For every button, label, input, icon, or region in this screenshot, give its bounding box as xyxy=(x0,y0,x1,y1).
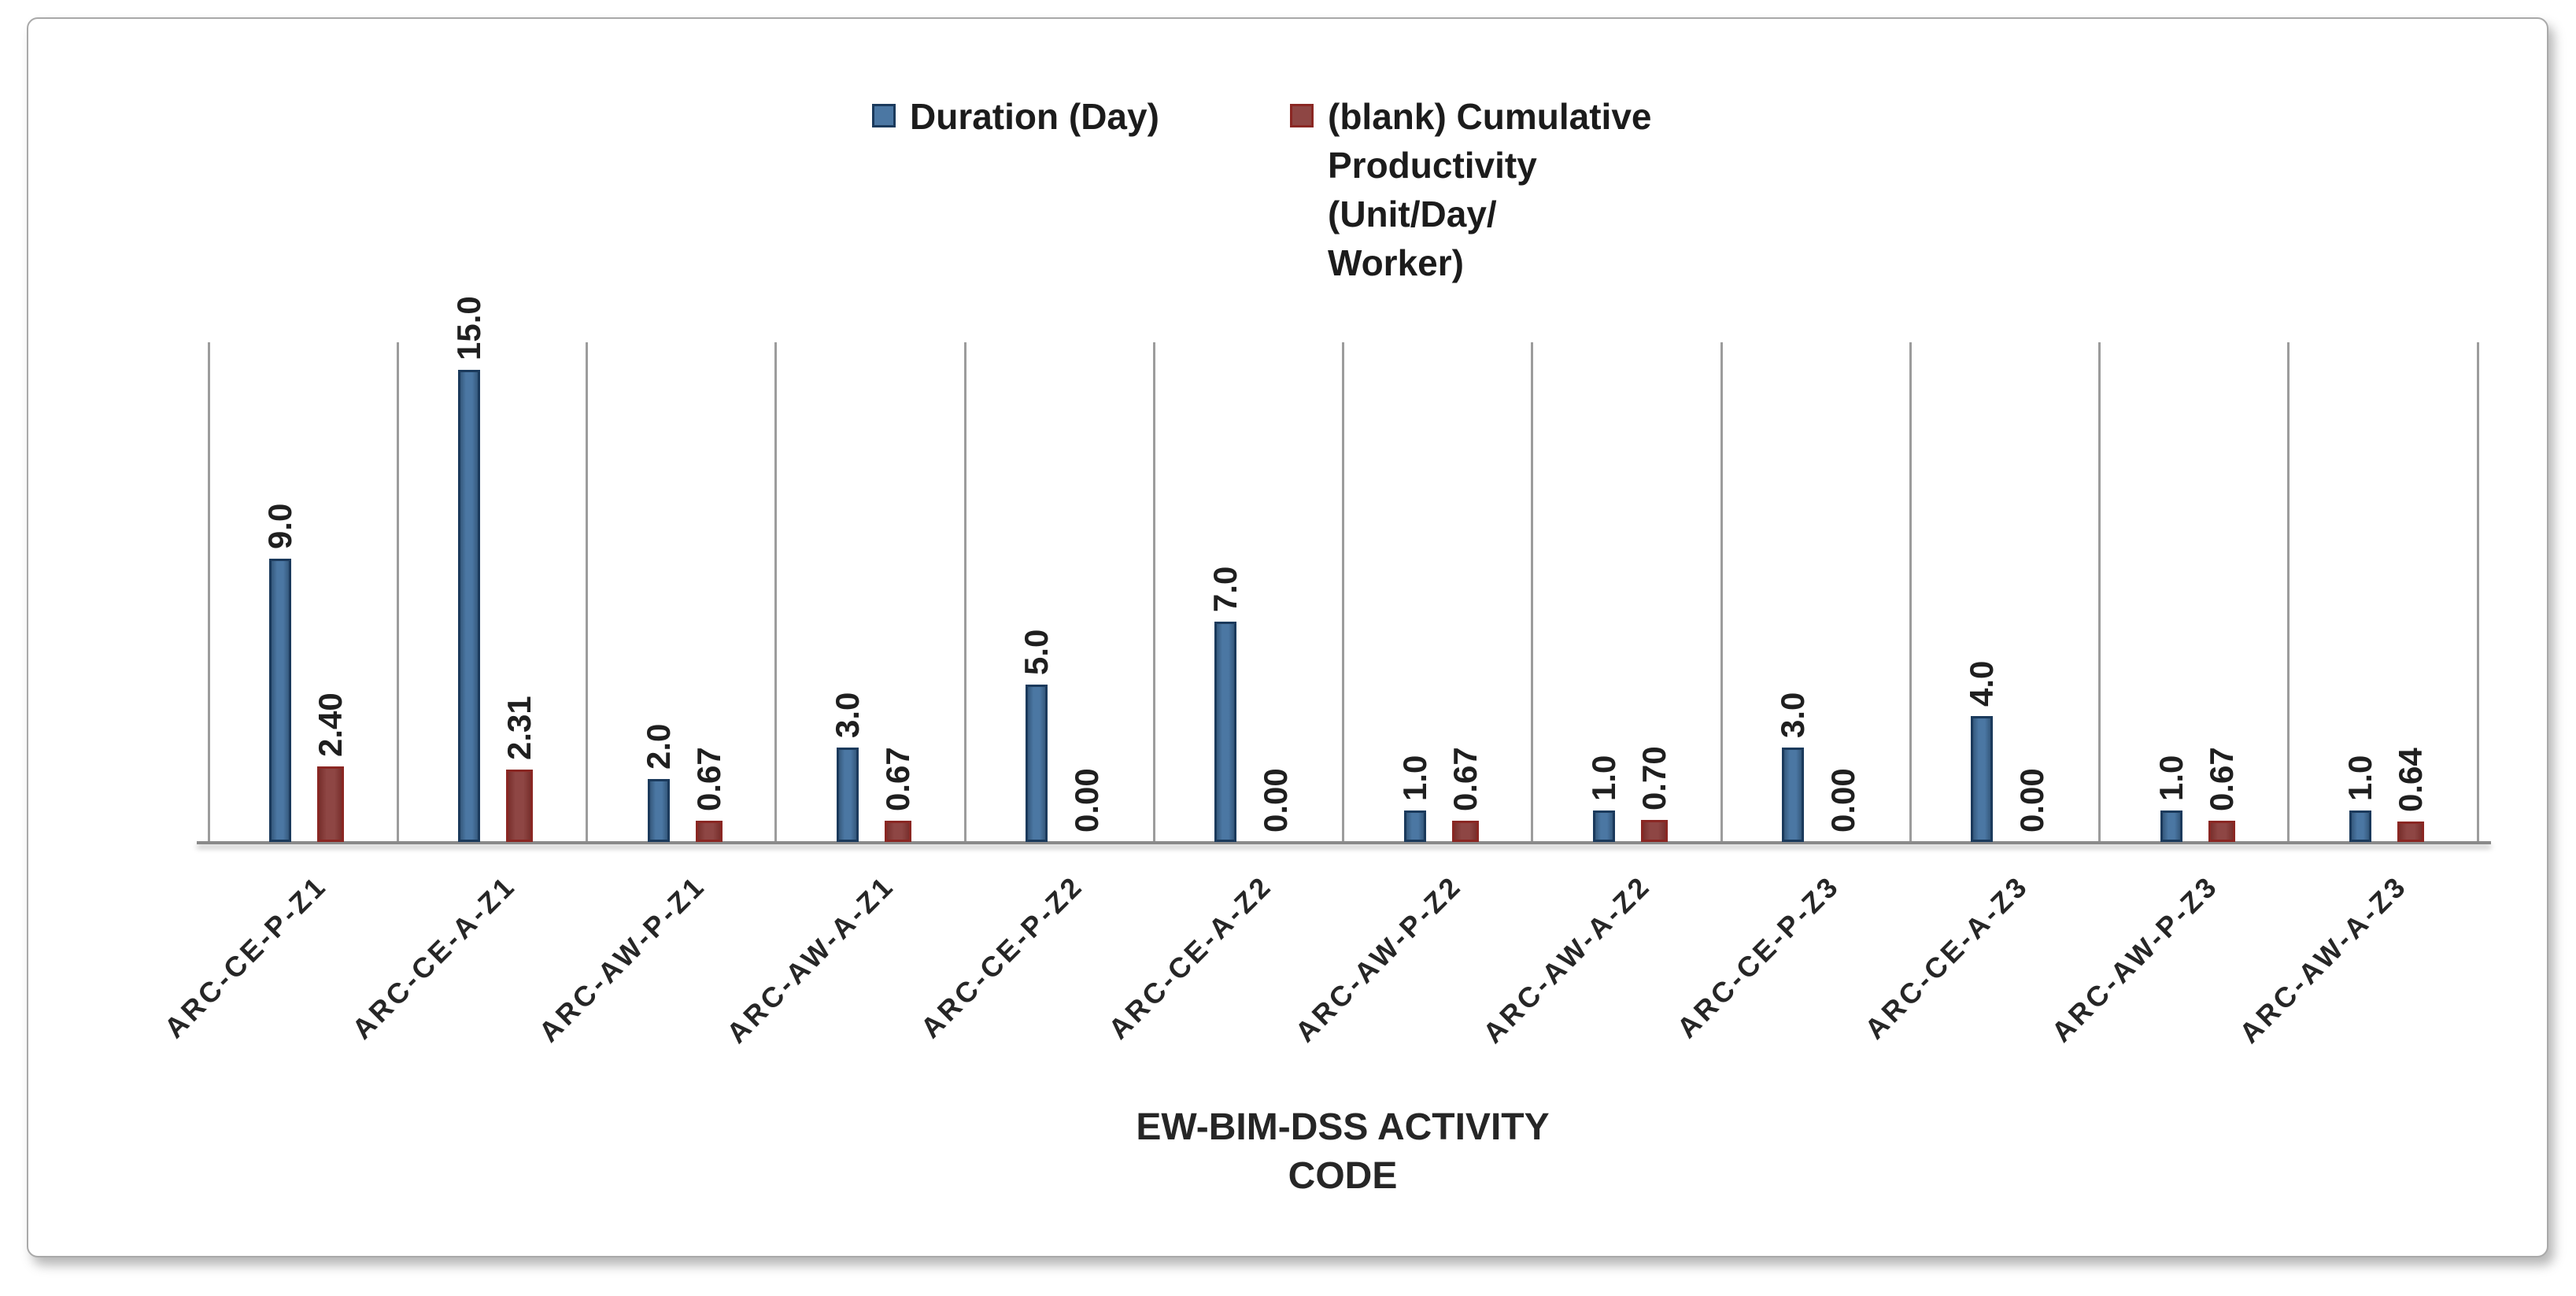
legend-item-duration: Duration (Day) xyxy=(872,92,1159,141)
bar-productivity xyxy=(2208,821,2235,842)
gridline xyxy=(396,342,399,842)
gridline xyxy=(1342,342,1344,842)
value-label-productivity: 2.40 xyxy=(312,692,349,757)
legend-label-productivity-line: Productivity xyxy=(1328,145,1537,186)
value-label-duration: 1.0 xyxy=(2341,755,2378,801)
value-label-productivity: 0.67 xyxy=(878,747,916,811)
bar-duration xyxy=(2349,810,2371,842)
x-axis-title-line: EW-BIM-DSS ACTIVITY xyxy=(1136,1106,1550,1148)
bar-duration xyxy=(1403,810,1426,842)
legend-item-productivity: (blank) Cumulative Productivity (Unit/Da… xyxy=(1290,92,1652,287)
bar-duration xyxy=(1971,716,1994,842)
bar-productivity xyxy=(2397,822,2424,842)
value-label-productivity: 0.67 xyxy=(1446,747,1484,811)
value-label-productivity: 2.31 xyxy=(501,696,538,760)
bar-duration xyxy=(1592,810,1615,842)
value-label-productivity: 0.00 xyxy=(1257,768,1295,833)
legend-label-duration: Duration (Day) xyxy=(910,96,1159,137)
gridline xyxy=(586,342,588,842)
value-label-duration: 3.0 xyxy=(1774,692,1811,738)
gridline xyxy=(963,342,966,842)
legend-label-productivity-line: (Unit/Day/ xyxy=(1328,194,1497,234)
gridline xyxy=(1909,342,1912,842)
x-axis-line xyxy=(197,841,2491,844)
value-label-duration: 9.0 xyxy=(261,503,298,549)
x-axis-title: EW-BIM-DSS ACTIVITY CODE xyxy=(870,1103,1815,1201)
gridline xyxy=(1720,342,1723,842)
bar-duration xyxy=(269,559,291,842)
value-label-duration: 1.0 xyxy=(1584,755,1622,801)
bar-productivity xyxy=(1451,821,1479,842)
bar-duration xyxy=(1026,685,1048,842)
bar-productivity xyxy=(317,766,344,842)
value-label-productivity: 0.70 xyxy=(1635,746,1672,810)
legend-swatch-duration xyxy=(872,104,896,127)
legend-swatch-productivity xyxy=(1290,104,1314,127)
bar-duration xyxy=(836,748,859,842)
value-label-duration: 4.0 xyxy=(1963,660,2001,707)
value-label-productivity: 0.00 xyxy=(1068,768,1105,833)
legend-label-productivity-line: Worker) xyxy=(1328,242,1464,283)
gridline xyxy=(774,342,778,842)
value-label-productivity: 0.00 xyxy=(1824,768,1861,833)
x-axis-title-line: CODE xyxy=(1288,1155,1398,1197)
value-label-productivity: 0.00 xyxy=(2013,768,2051,833)
chart-frame xyxy=(27,17,2548,1257)
bar-productivity xyxy=(884,821,911,842)
gridline xyxy=(2098,342,2101,842)
bar-productivity xyxy=(506,770,534,842)
value-label-productivity: 0.67 xyxy=(689,747,727,811)
gridline xyxy=(1531,342,1534,842)
bar-duration xyxy=(2160,810,2182,842)
value-label-productivity: 0.64 xyxy=(2391,748,2429,812)
gridline xyxy=(2476,342,2479,842)
bar-duration xyxy=(647,779,670,842)
gridline xyxy=(207,342,210,842)
value-label-duration: 7.0 xyxy=(1207,566,1244,612)
legend-label-productivity-line: (blank) Cumulative xyxy=(1328,96,1652,137)
bar-duration xyxy=(458,370,481,842)
value-label-productivity: 0.67 xyxy=(2202,747,2240,811)
bar-productivity xyxy=(695,821,723,842)
gridline xyxy=(2287,342,2290,842)
value-label-duration: 1.0 xyxy=(1395,755,1433,801)
value-label-duration: 5.0 xyxy=(1018,629,1055,675)
bar-productivity xyxy=(1640,820,1668,842)
bar-duration xyxy=(1782,748,1804,842)
value-label-duration: 1.0 xyxy=(2152,755,2190,801)
bar-duration xyxy=(1214,622,1237,842)
gridline xyxy=(1152,342,1155,842)
value-label-duration: 2.0 xyxy=(639,723,677,770)
value-label-duration: 3.0 xyxy=(828,692,866,738)
value-label-duration: 15.0 xyxy=(450,296,488,360)
